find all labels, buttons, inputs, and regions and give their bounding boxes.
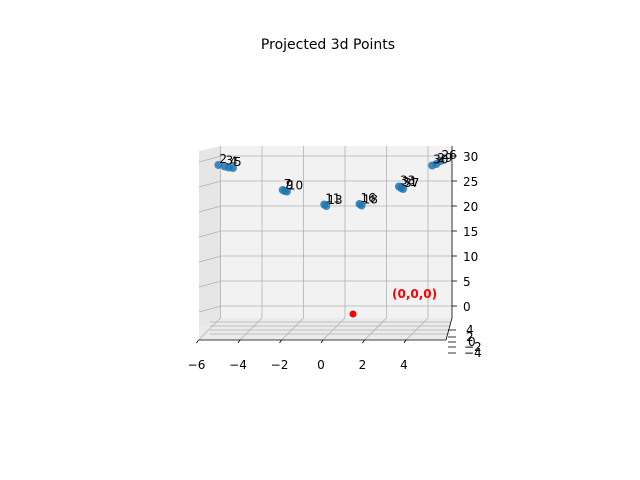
point-label: 2 <box>219 152 227 166</box>
point-label: 26 <box>441 148 456 162</box>
data-point <box>322 202 331 210</box>
z-tick-label: 0 <box>463 300 471 314</box>
x-tick-mark <box>196 339 199 344</box>
x-tick-mark <box>279 339 282 344</box>
data-point <box>214 161 223 169</box>
x-tick-label: 0 <box>317 358 325 372</box>
left-gridline <box>198 230 222 238</box>
left-gridline <box>198 255 222 263</box>
point-label: 31 <box>402 175 417 189</box>
point-label: 11 <box>325 192 340 206</box>
left-gridline <box>198 280 222 288</box>
left-pane <box>199 146 221 328</box>
z-tick-label: 25 <box>463 175 478 189</box>
point-label: 13 <box>327 193 342 207</box>
point-label: 29 <box>437 151 452 165</box>
data-point <box>428 161 437 170</box>
chart-title: Projected 3d Points <box>261 37 395 53</box>
data-point <box>282 187 291 196</box>
data-point <box>357 201 366 210</box>
z-tick-label: 20 <box>463 200 478 214</box>
point-label: 37 <box>404 176 419 190</box>
point-label: 4 <box>230 155 238 169</box>
x-tick-mark <box>237 339 241 344</box>
data-point <box>399 185 408 193</box>
z-tick-label: 10 <box>463 250 478 264</box>
y-tick-label: −2 <box>464 340 482 354</box>
point-label: 7 <box>284 177 292 191</box>
data-points <box>214 157 445 318</box>
x-tick-label: 2 <box>359 358 367 372</box>
left-gridline <box>198 305 222 313</box>
point-label: 3 <box>226 154 234 168</box>
floor-pane <box>199 318 452 340</box>
axes <box>196 146 457 354</box>
grid-lines <box>198 146 452 341</box>
z-tick-label: 15 <box>463 225 478 239</box>
x-tick-mark <box>320 339 324 344</box>
y-tick-label: 4 <box>466 323 474 337</box>
y-tick-label: 0 <box>468 335 476 349</box>
point-label: 18 <box>363 193 378 207</box>
back-pane <box>221 146 452 318</box>
point-label: 33 <box>400 174 415 188</box>
point-label: 10 <box>288 179 303 193</box>
point-label: 5 <box>234 155 242 169</box>
x-tick-label: −4 <box>229 358 247 372</box>
z-tick-label: 30 <box>463 150 478 164</box>
left-gridline <box>198 155 222 163</box>
y-axis-line <box>445 317 453 341</box>
left-gridline <box>198 180 222 188</box>
origin-label: (0,0,0) <box>392 287 437 301</box>
x-tick-mark <box>362 339 365 344</box>
origin-point <box>349 310 357 318</box>
point-label: 16 <box>361 191 376 205</box>
left-gridline <box>198 205 222 213</box>
x-tick-mark <box>403 339 407 344</box>
data-point <box>228 164 237 172</box>
z-tick-label: 5 <box>463 275 471 289</box>
x-tick-label: −6 <box>188 358 206 372</box>
x-tick-label: −2 <box>271 358 289 372</box>
x-tick-label: 4 <box>400 358 408 372</box>
y-tick-label: −4 <box>464 346 482 360</box>
y-tick-label: 2 <box>466 330 474 344</box>
point-label: 30 <box>433 153 448 167</box>
point-label: 9 <box>286 178 294 192</box>
